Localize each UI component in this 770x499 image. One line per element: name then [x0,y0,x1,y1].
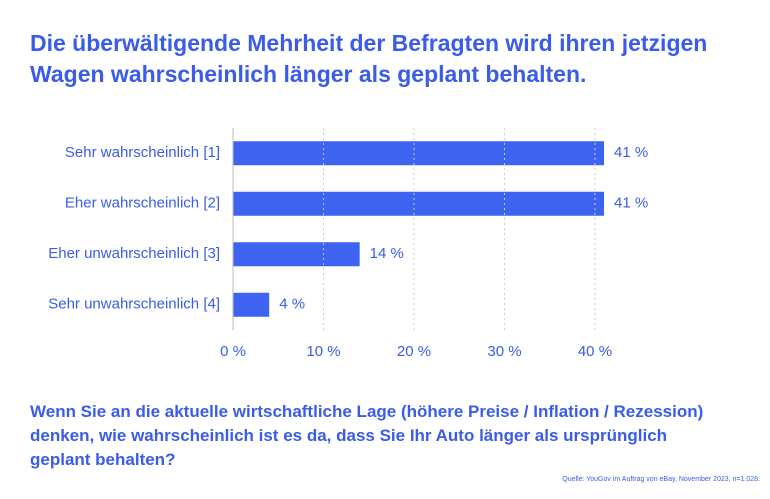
x-tick-label: 30 % [487,343,521,360]
x-tick-label: 20 % [397,343,431,360]
y-tick-label: Eher unwahrscheinlich [3] [48,245,220,262]
y-tick-label: Sehr wahrscheinlich [1] [65,144,220,161]
value-label: 41 % [614,195,648,212]
value-label: 14 % [370,245,404,262]
x-tick-label: 0 % [220,343,246,360]
value-label: 4 % [279,296,305,313]
bar [233,141,604,166]
bar [233,292,270,317]
y-tick-label: Eher wahrscheinlich [2] [65,195,220,212]
y-tick-label: Sehr unwahrscheinlich [4] [48,296,220,313]
x-tick-label: 40 % [578,343,612,360]
source: Quelle: YouGov im Auftrag von eBay, Nove… [562,476,760,483]
x-tick-label: 10 % [306,343,340,360]
value-label: 41 % [614,144,648,161]
bar [233,191,604,216]
bar [233,242,360,267]
chart-title: Die überwältigende Mehrheit der Befragte… [30,30,708,87]
question: Wenn Sie an die aktuelle wirtschaftliche… [30,402,704,469]
